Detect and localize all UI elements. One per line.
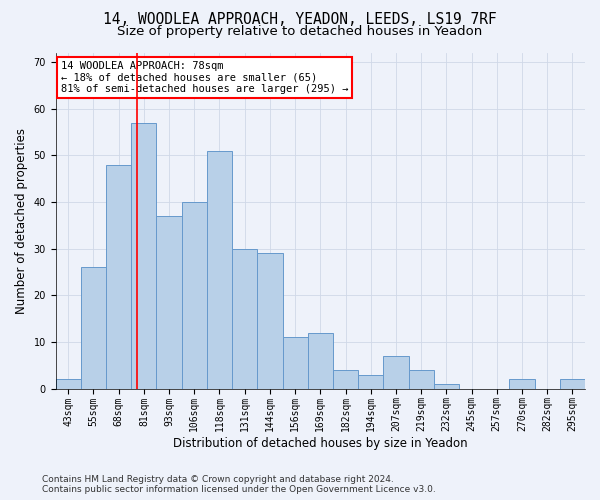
Bar [207, 150, 232, 388]
Bar [81, 267, 106, 388]
Y-axis label: Number of detached properties: Number of detached properties [15, 128, 28, 314]
Bar [509, 379, 535, 388]
Bar [434, 384, 459, 388]
Text: Contains HM Land Registry data © Crown copyright and database right 2024.
Contai: Contains HM Land Registry data © Crown c… [42, 474, 436, 494]
Bar [283, 337, 308, 388]
Text: 14, WOODLEA APPROACH, YEADON, LEEDS, LS19 7RF: 14, WOODLEA APPROACH, YEADON, LEEDS, LS1… [103, 12, 497, 28]
Bar [157, 216, 182, 388]
Bar [232, 248, 257, 388]
Bar [383, 356, 409, 388]
Bar [106, 164, 131, 388]
Bar [182, 202, 207, 388]
Bar [560, 379, 585, 388]
Bar [333, 370, 358, 388]
Text: 14 WOODLEA APPROACH: 78sqm
← 18% of detached houses are smaller (65)
81% of semi: 14 WOODLEA APPROACH: 78sqm ← 18% of deta… [61, 61, 349, 94]
Bar [358, 374, 383, 388]
Bar [56, 379, 81, 388]
Bar [308, 332, 333, 388]
X-axis label: Distribution of detached houses by size in Yeadon: Distribution of detached houses by size … [173, 437, 467, 450]
Text: Size of property relative to detached houses in Yeadon: Size of property relative to detached ho… [118, 25, 482, 38]
Bar [409, 370, 434, 388]
Bar [257, 253, 283, 388]
Bar [131, 122, 157, 388]
